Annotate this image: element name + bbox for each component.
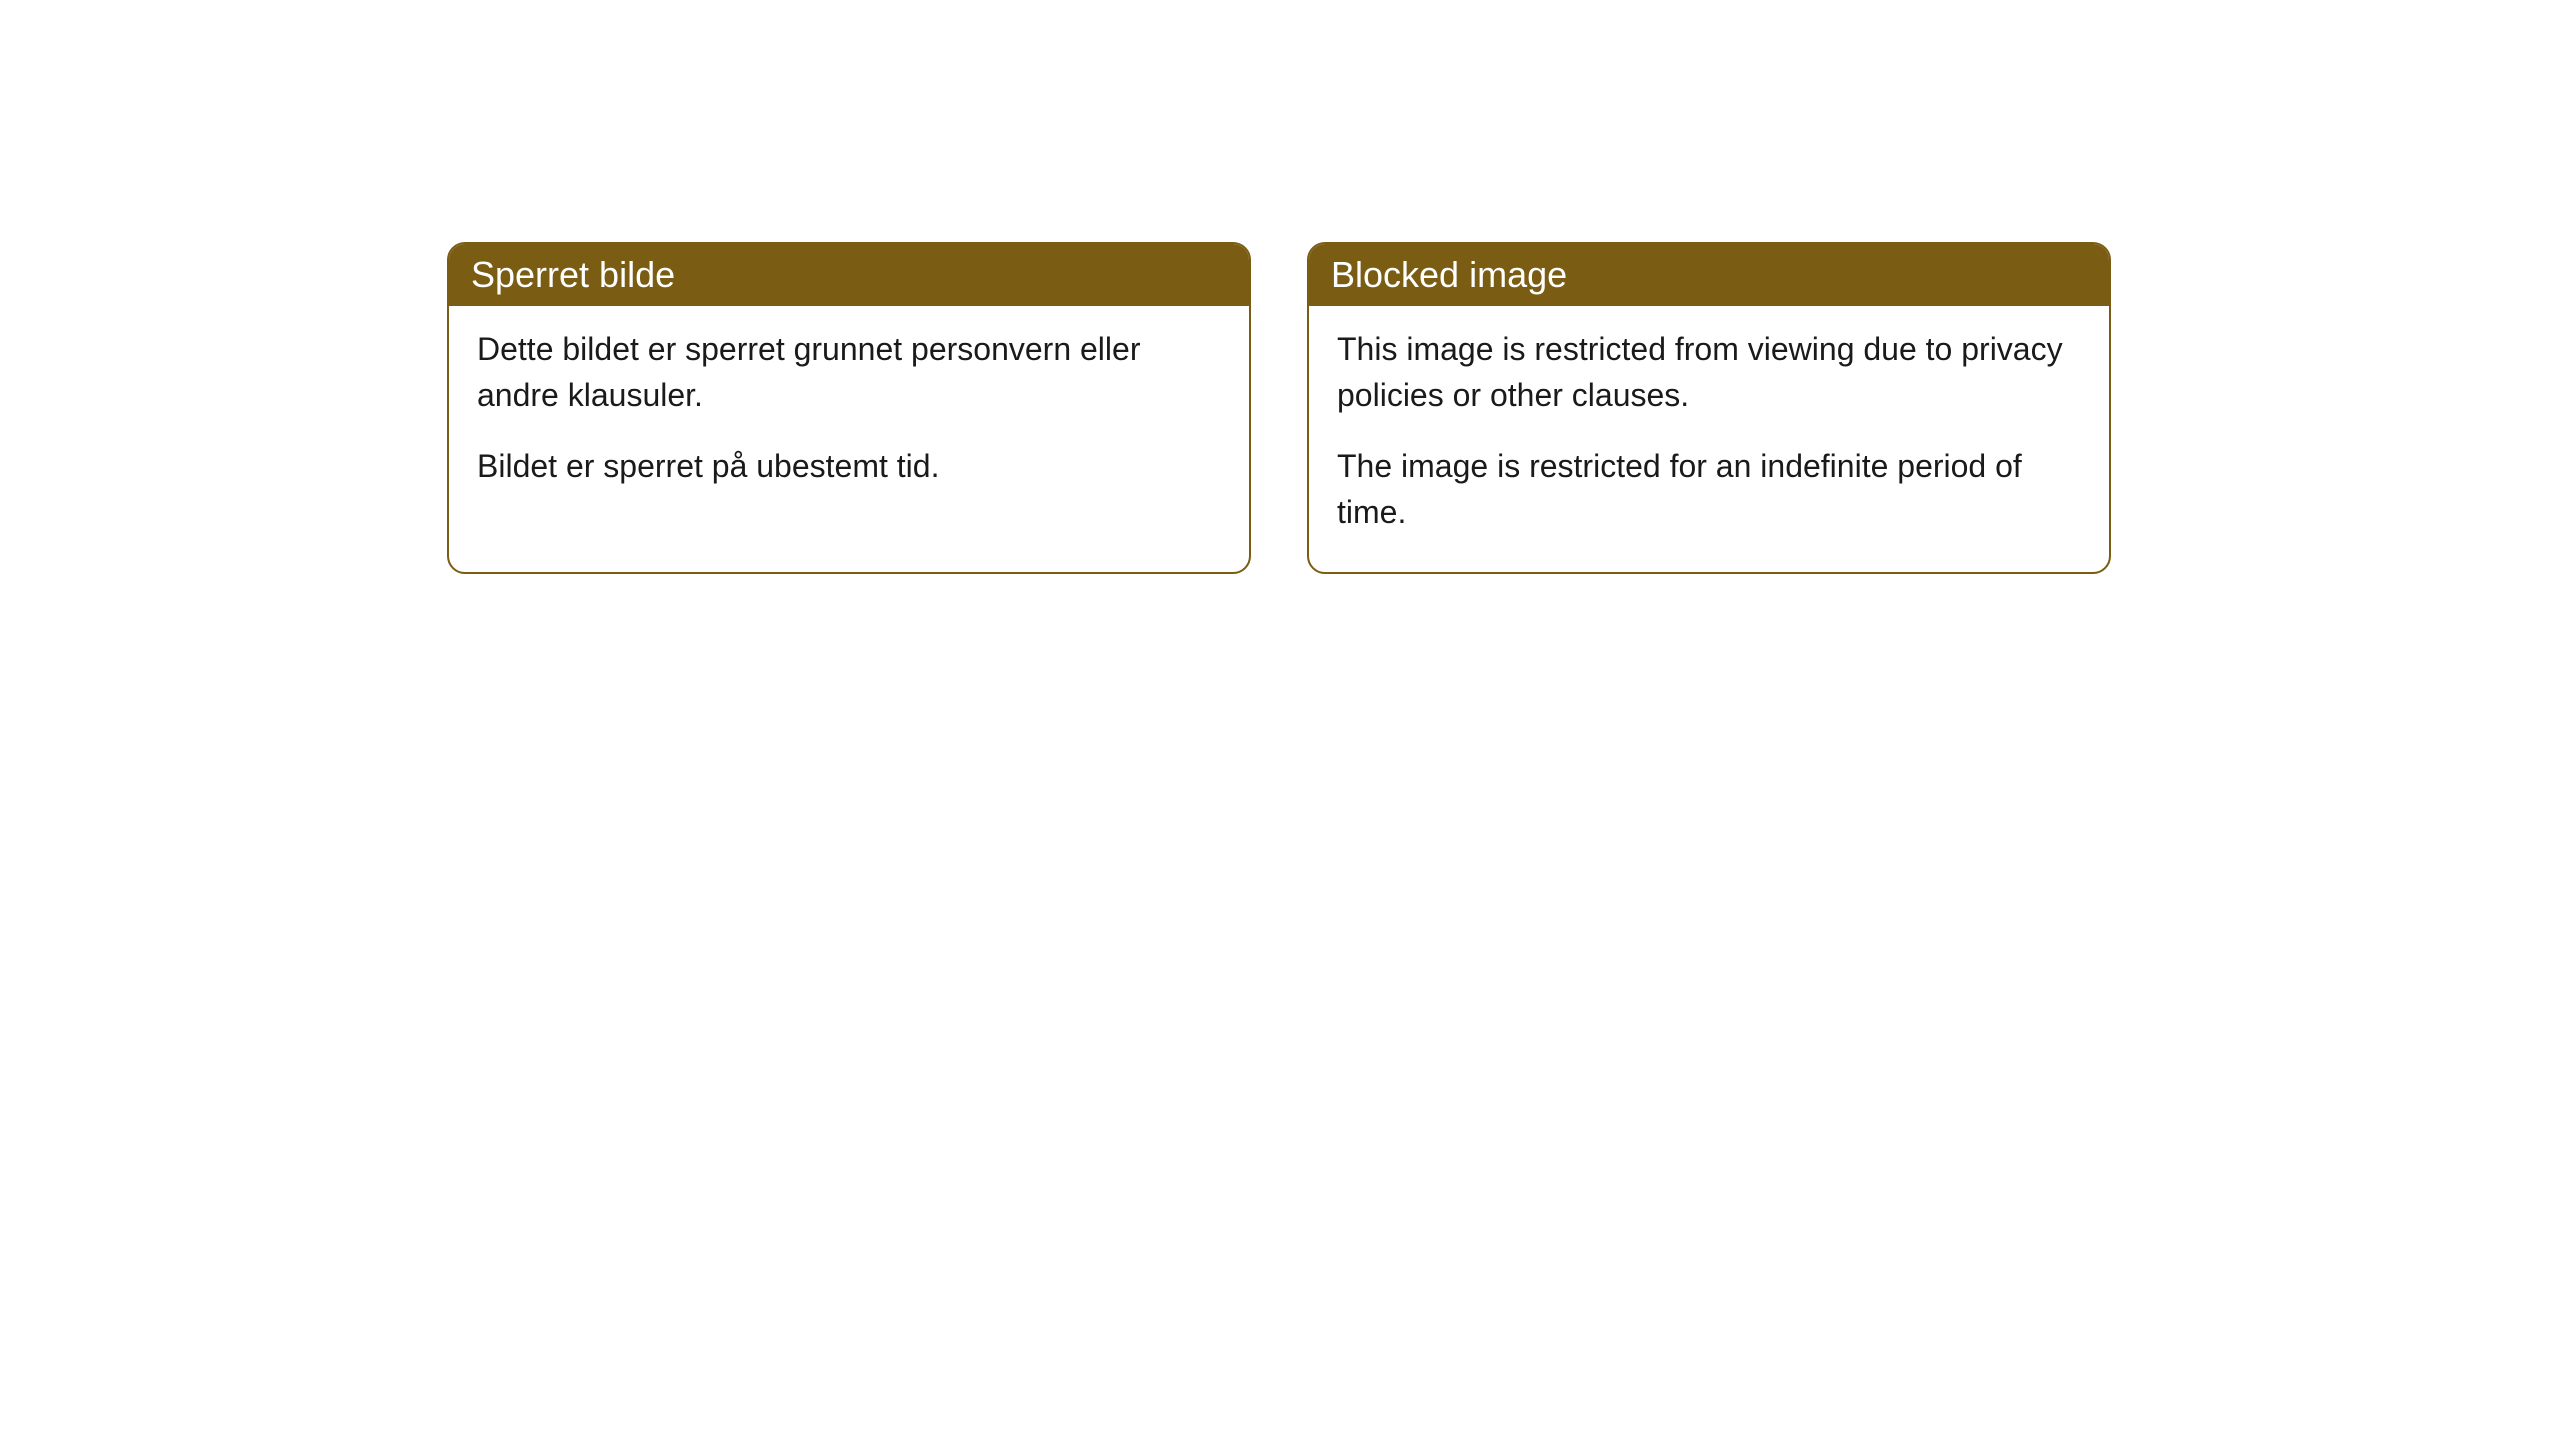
notice-paragraph: Dette bildet er sperret grunnet personve…	[477, 326, 1221, 419]
notice-paragraph: This image is restricted from viewing du…	[1337, 326, 2081, 419]
notice-title: Sperret bilde	[471, 254, 675, 295]
notice-cards-container: Sperret bilde Dette bildet er sperret gr…	[447, 242, 2111, 574]
notice-title: Blocked image	[1331, 254, 1567, 295]
notice-header-english: Blocked image	[1309, 244, 2109, 306]
notice-card-norwegian: Sperret bilde Dette bildet er sperret gr…	[447, 242, 1251, 574]
notice-body-english: This image is restricted from viewing du…	[1309, 306, 2109, 572]
notice-header-norwegian: Sperret bilde	[449, 244, 1249, 306]
notice-paragraph: Bildet er sperret på ubestemt tid.	[477, 443, 1221, 489]
notice-body-norwegian: Dette bildet er sperret grunnet personve…	[449, 306, 1249, 525]
notice-paragraph: The image is restricted for an indefinit…	[1337, 443, 2081, 536]
notice-card-english: Blocked image This image is restricted f…	[1307, 242, 2111, 574]
